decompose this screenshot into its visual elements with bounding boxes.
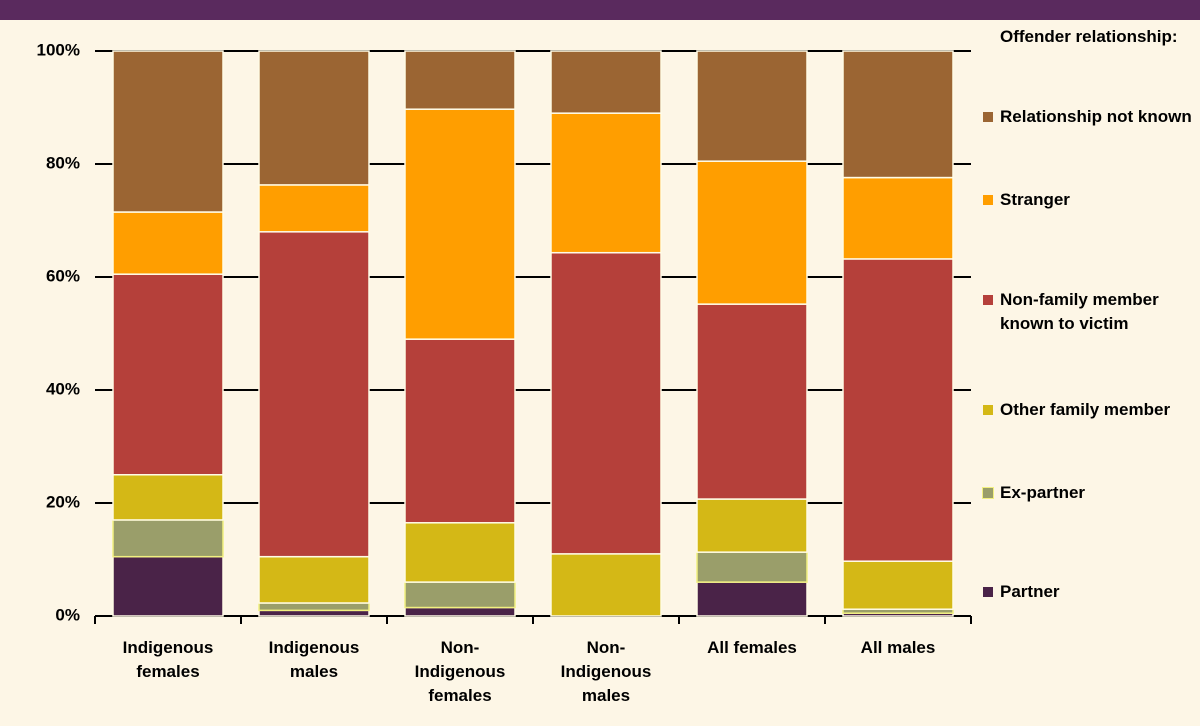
legend-swatch [983, 587, 993, 597]
y-tick-label: 40% [46, 379, 80, 398]
bar-segment [696, 498, 808, 553]
bar-segment [404, 338, 516, 524]
bar-segment [258, 609, 370, 617]
legend-label: Relationship not known [1000, 107, 1192, 126]
bar-segment [842, 50, 954, 179]
legend-label: Partner [1000, 582, 1060, 601]
legend-title: Offender relationship: [1000, 27, 1178, 46]
legend-swatch [983, 112, 993, 122]
bar-segment [842, 258, 954, 562]
x-tick-label: All males [860, 638, 936, 657]
bar-segment [112, 474, 224, 521]
bar-segment [258, 555, 370, 604]
bar-segment [404, 50, 516, 110]
x-tick-label: Non-Indigenous females [414, 638, 506, 705]
bar-segment [112, 211, 224, 275]
legend-label: Other family member [1000, 400, 1171, 419]
bar-segment [112, 555, 224, 617]
bar-segment [258, 50, 370, 186]
x-tick-label: Non-Indigenous males [560, 638, 652, 705]
bar-segment [696, 50, 808, 162]
bar-segment [112, 519, 224, 558]
bar-segment [550, 112, 662, 254]
bar-segment [404, 522, 516, 583]
bar-segment [696, 551, 808, 583]
bar-segment [696, 581, 808, 617]
legend-swatch [983, 405, 993, 415]
legend-label: Ex-partner [1000, 483, 1086, 502]
x-tick-label: Indigenous males [268, 638, 360, 681]
bar-segment [696, 160, 808, 305]
bar-segment [550, 50, 662, 114]
bar-segment [404, 581, 516, 609]
legend-swatch [983, 295, 993, 305]
x-tick-label: All females [707, 638, 797, 657]
legend-swatch [983, 195, 993, 205]
legend-label: Stranger [1000, 190, 1070, 209]
bar-segment [842, 176, 954, 260]
bar-segment [112, 50, 224, 213]
bar-segment [258, 231, 370, 558]
y-tick-label: 0% [55, 605, 80, 624]
y-tick-label: 20% [46, 492, 80, 511]
y-tick-label: 60% [46, 266, 80, 285]
header-band [0, 0, 1200, 20]
y-tick-label: 80% [46, 153, 80, 172]
bar-segment [842, 560, 954, 610]
bar-segment [112, 273, 224, 476]
bar-segment [696, 303, 808, 500]
bar-segment [550, 251, 662, 555]
legend-swatch [982, 487, 994, 499]
bar-segment [258, 184, 370, 233]
bar-segment [404, 108, 516, 340]
bar-segment [550, 553, 662, 617]
bar-segment [404, 606, 516, 617]
bar-segment [258, 602, 370, 612]
y-tick-label: 100% [37, 40, 80, 59]
legend-label: Non-family member known to victim [1000, 290, 1159, 333]
x-tick-label: Indigenous females [122, 638, 214, 681]
